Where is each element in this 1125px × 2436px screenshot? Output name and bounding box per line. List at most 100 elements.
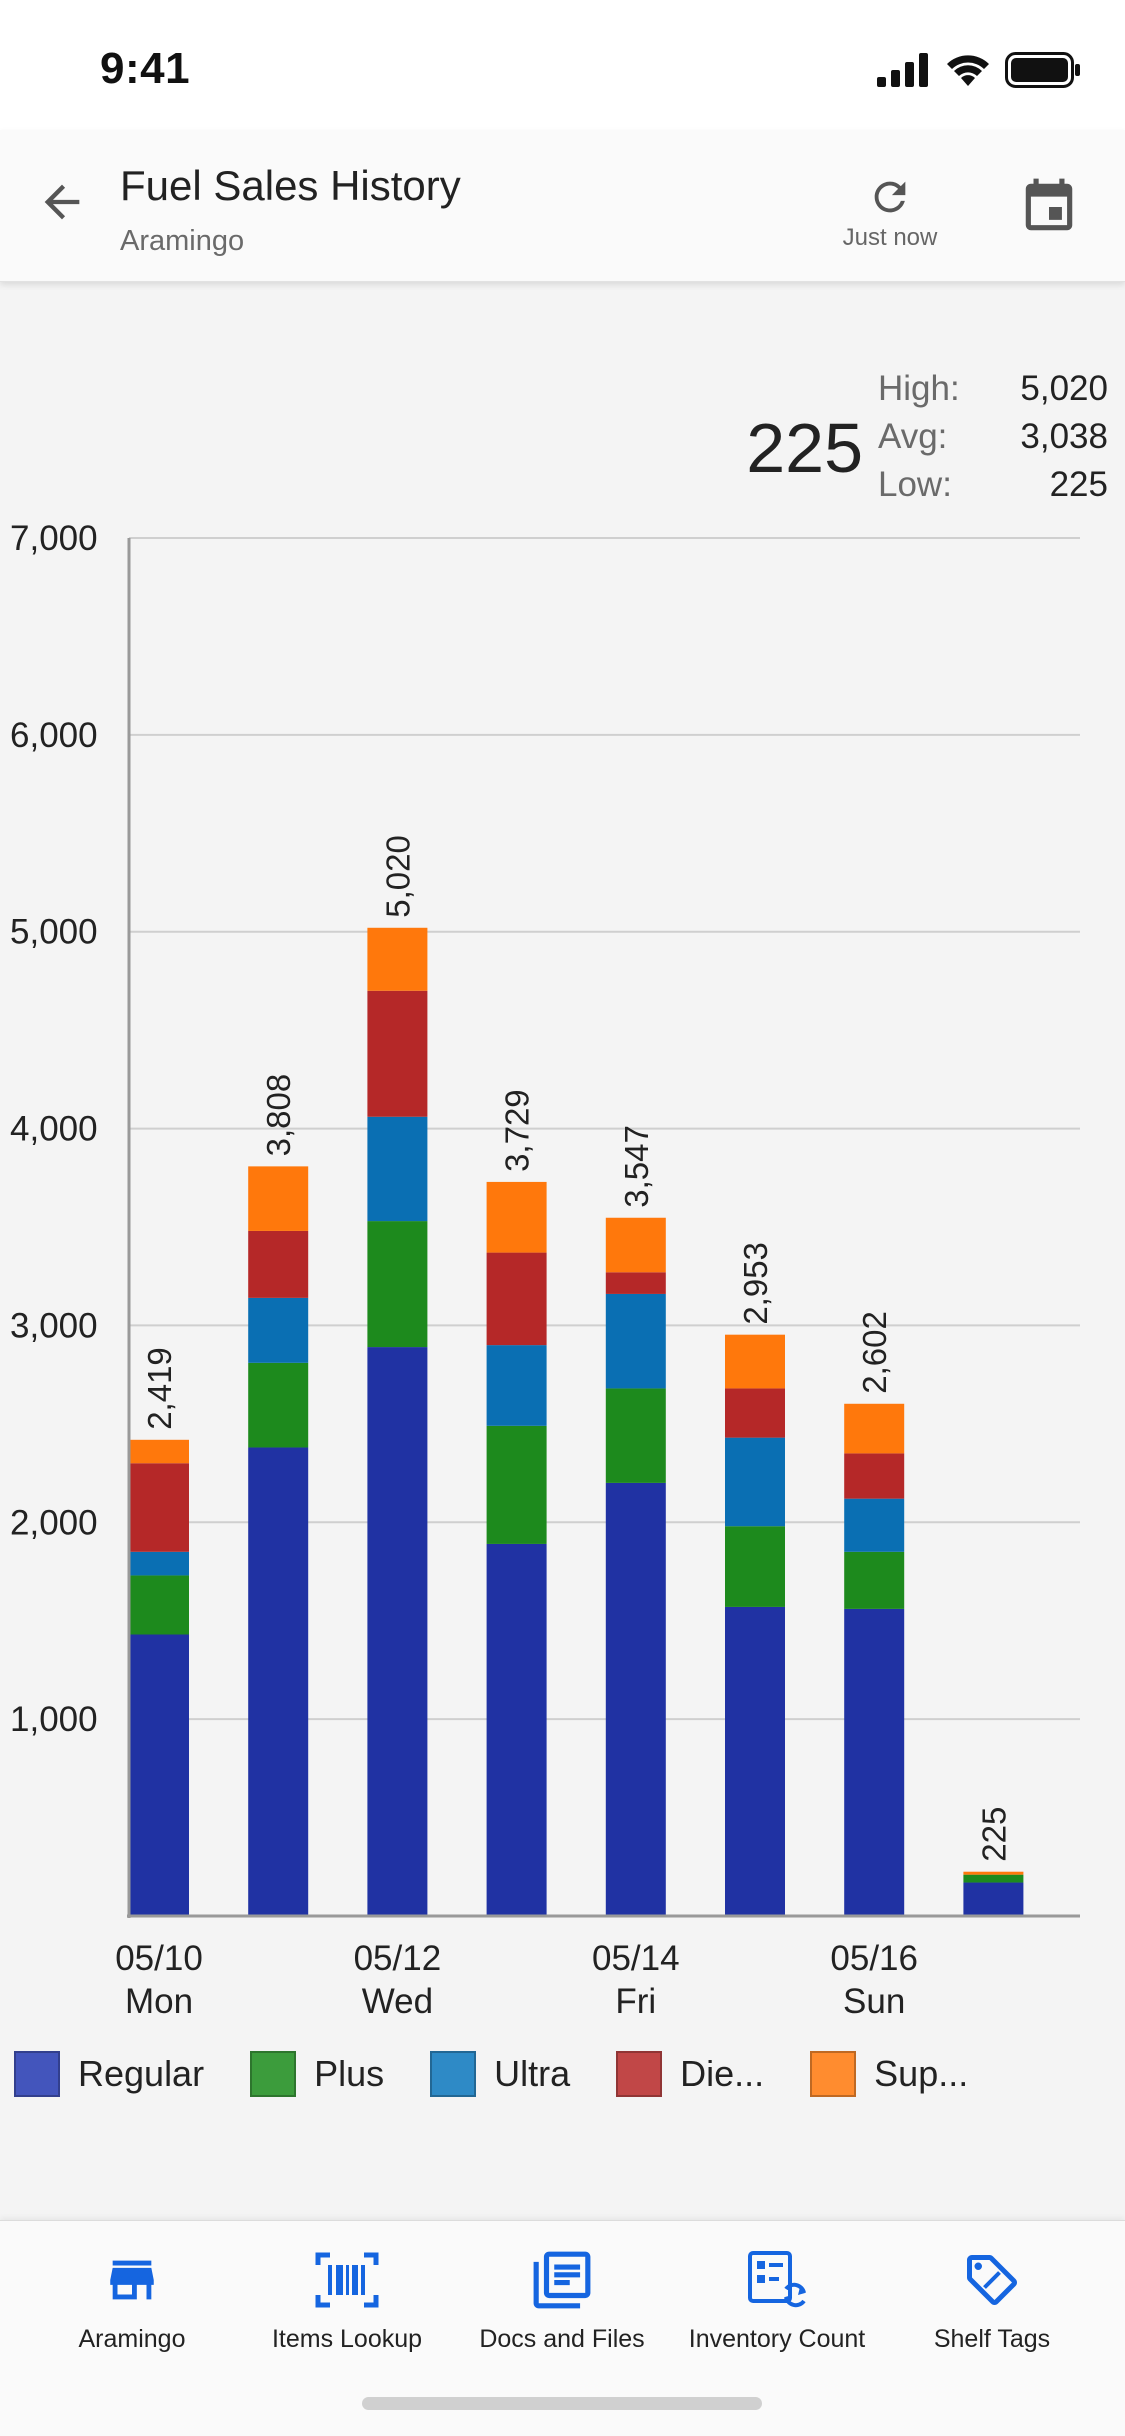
arrow-back-icon bbox=[44, 184, 80, 220]
bar-segment-ultra bbox=[248, 1297, 309, 1363]
legend-label: Die... bbox=[680, 2053, 765, 2094]
legend-label: Sup... bbox=[874, 2053, 969, 2094]
current-value: 225 bbox=[746, 409, 863, 487]
nav-label: Items Lookup bbox=[271, 2325, 423, 2353]
x-tick-day: Wed bbox=[362, 1982, 433, 2020]
stat-value: 225 bbox=[1049, 465, 1108, 504]
y-tick-label: 7,000 bbox=[10, 520, 98, 558]
store-icon bbox=[97, 2245, 167, 2315]
tag-icon bbox=[957, 2245, 1027, 2315]
barcode-scan-icon bbox=[312, 2245, 382, 2315]
legend-item-regular[interactable]: Regular bbox=[14, 2051, 204, 2097]
y-tick-label: 1,000 bbox=[10, 1700, 98, 1739]
legend-swatch bbox=[250, 2051, 297, 2097]
bar-segment-regular bbox=[367, 1347, 428, 1916]
battery-icon bbox=[1005, 52, 1080, 88]
cellular-signal-icon bbox=[877, 53, 928, 87]
y-tick-label: 4,000 bbox=[10, 1110, 98, 1149]
nav-item-inventory-count[interactable]: Inventory Count bbox=[667, 2245, 887, 2365]
bar-total-label: 2,419 bbox=[141, 1347, 178, 1430]
bar-segment-diesel bbox=[367, 990, 428, 1117]
bar-total-label: 5,020 bbox=[379, 835, 416, 918]
bar-segment-diesel bbox=[725, 1388, 785, 1438]
x-tick-day: Mon bbox=[125, 1982, 193, 2020]
status-bar: 9:41 bbox=[0, 0, 1125, 130]
bar-segment-regular bbox=[486, 1543, 547, 1916]
legend-label: Regular bbox=[78, 2053, 205, 2094]
stat-label: High: bbox=[878, 369, 960, 408]
bar-segment-ultra bbox=[367, 1116, 428, 1222]
nav-item-shelf-tags[interactable]: Shelf Tags bbox=[882, 2245, 1102, 2365]
home-indicator bbox=[362, 2397, 762, 2410]
bar-total-label: 3,808 bbox=[260, 1074, 297, 1157]
y-tick-label: 6,000 bbox=[10, 716, 98, 755]
bar-segment-regular bbox=[129, 1634, 189, 1916]
legend-item-plus[interactable]: Plus bbox=[250, 2051, 384, 2097]
nav-label: Shelf Tags bbox=[933, 2325, 1051, 2353]
chart-canvas: 1,000 2,000 3,000 4,000 5,000 6,000 7,000 2,419… bbox=[10, 520, 1080, 2020]
bar-segment-regular bbox=[963, 1882, 1024, 1916]
bar-segment-diesel bbox=[486, 1252, 547, 1346]
bar-segment-plus bbox=[844, 1551, 905, 1609]
nav-item-docs-and-files[interactable]: Docs and Files bbox=[452, 2245, 672, 2365]
fuel-sales-chart: 1,000 2,000 3,000 4,000 5,000 6,000 7,000 2,419… bbox=[0, 520, 1125, 2020]
bar-segment-regular bbox=[248, 1447, 309, 1916]
nav-item-store[interactable]: Aramingo bbox=[22, 2245, 242, 2365]
bar-segment-super bbox=[248, 1166, 309, 1231]
bar-total-label: 2,602 bbox=[856, 1311, 893, 1394]
legend-item-ultra[interactable]: Ultra bbox=[430, 2051, 570, 2097]
bar-segment-plus bbox=[605, 1388, 666, 1483]
bar-segment-plus bbox=[963, 1874, 1024, 1883]
status-time: 9:41 bbox=[100, 44, 191, 93]
x-tick-date: 05/10 bbox=[115, 1939, 203, 1978]
bar-total-label: 3,729 bbox=[499, 1089, 536, 1172]
x-tick-day: Fri bbox=[615, 1982, 656, 2020]
bar-segment-diesel bbox=[248, 1230, 309, 1298]
refresh-timestamp: Just now bbox=[842, 224, 938, 251]
legend-label: Ultra bbox=[494, 2053, 571, 2094]
calendar-icon bbox=[1025, 178, 1073, 231]
bar-total-label: 3,547 bbox=[618, 1125, 655, 1208]
stat-value: 5,020 bbox=[1020, 369, 1108, 408]
nav-label: Docs and Files bbox=[479, 2325, 645, 2353]
bar-segment-regular bbox=[725, 1606, 785, 1916]
legend-swatch bbox=[14, 2051, 60, 2097]
bar-segment-super bbox=[486, 1181, 547, 1253]
legend-item-diesel[interactable]: Die... bbox=[616, 2051, 764, 2097]
wifi-icon bbox=[947, 55, 989, 86]
app-header: Fuel Sales History Aramingo Just now bbox=[0, 130, 1125, 282]
legend-swatch bbox=[810, 2051, 857, 2097]
stat-value: 3,038 bbox=[1020, 417, 1108, 456]
bar-segment-super bbox=[605, 1217, 666, 1273]
back-button[interactable] bbox=[30, 170, 94, 234]
bar-total-label: 225 bbox=[975, 1807, 1012, 1862]
bar-segment-regular bbox=[844, 1608, 905, 1916]
stat-label: Avg: bbox=[878, 417, 948, 456]
y-tick-label: 5,000 bbox=[10, 913, 98, 952]
bar-segment-plus bbox=[725, 1526, 785, 1607]
bar-segment-ultra bbox=[486, 1345, 547, 1426]
bar-segment-plus bbox=[367, 1221, 428, 1348]
nav-label: Inventory Count bbox=[688, 2325, 866, 2353]
nav-item-items-lookup[interactable]: Items Lookup bbox=[237, 2245, 457, 2365]
page-title: Fuel Sales History bbox=[120, 162, 461, 209]
inventory-count-icon bbox=[742, 2245, 812, 2315]
status-icons bbox=[877, 50, 1081, 90]
bar-segment-super bbox=[725, 1334, 785, 1389]
bar-segment-super bbox=[129, 1439, 189, 1464]
nav-label: Aramingo bbox=[78, 2325, 186, 2353]
documents-icon bbox=[527, 2245, 597, 2315]
legend-swatch bbox=[616, 2051, 663, 2097]
legend-label: Plus bbox=[314, 2053, 385, 2094]
legend-swatch bbox=[430, 2051, 477, 2097]
refresh-button[interactable]: Just now bbox=[830, 174, 950, 264]
bar-segment-super bbox=[963, 1871, 1024, 1875]
bar-segment-ultra bbox=[725, 1437, 785, 1527]
bar-segment-diesel bbox=[605, 1272, 666, 1294]
bar-segment-ultra bbox=[844, 1498, 905, 1552]
calendar-button[interactable] bbox=[1016, 174, 1082, 240]
bar-segment-regular bbox=[605, 1482, 666, 1916]
bar-segment-diesel bbox=[844, 1453, 905, 1499]
x-tick-date: 05/16 bbox=[830, 1939, 918, 1978]
legend-item-super[interactable]: Sup... bbox=[810, 2051, 968, 2097]
